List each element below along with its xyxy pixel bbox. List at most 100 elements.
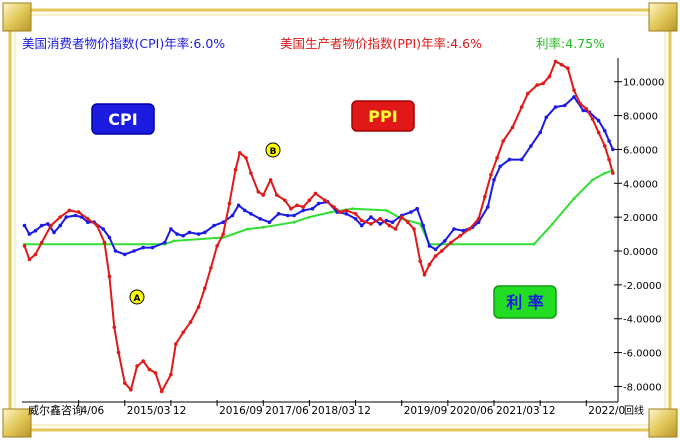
cpi-data-point bbox=[409, 210, 413, 214]
ppi-data-point bbox=[344, 208, 349, 213]
cpi-data-point bbox=[359, 223, 364, 228]
ppi-data-point bbox=[526, 91, 530, 96]
ppi-data-point bbox=[209, 266, 213, 270]
ppi-data-point bbox=[95, 223, 99, 228]
rate-series-line bbox=[24, 169, 614, 246]
x-tick-label: 2021/03 bbox=[496, 405, 540, 417]
cpi-data-point bbox=[230, 213, 235, 218]
cpi-data-point bbox=[163, 240, 167, 245]
frame-corner-icon bbox=[2, 408, 32, 438]
series-layer bbox=[22, 59, 615, 394]
cpi-badge: CPI bbox=[91, 103, 155, 135]
frame-corner-icon bbox=[648, 408, 678, 438]
cpi-data-point bbox=[433, 247, 438, 252]
cpi-data-point bbox=[581, 108, 585, 113]
cpi-data-point bbox=[507, 157, 512, 162]
cpi-data-point bbox=[492, 178, 496, 182]
ppi-data-point bbox=[58, 215, 62, 219]
ppi-data-point bbox=[439, 249, 444, 253]
ppi-data-point bbox=[86, 217, 90, 221]
ppi-data-point bbox=[33, 252, 38, 257]
cpi-data-point bbox=[58, 223, 62, 228]
ppi-data-point bbox=[590, 117, 595, 121]
cpi-data-point bbox=[236, 203, 241, 208]
rate-data-point bbox=[591, 178, 594, 182]
y-tick-label: -8.0000 bbox=[623, 382, 662, 393]
x-tick-label: 2018/03 bbox=[311, 405, 355, 417]
rate-data-point bbox=[351, 207, 354, 211]
ppi-data-point bbox=[483, 195, 487, 199]
ppi-data-point bbox=[159, 389, 164, 394]
ppi-data-point bbox=[221, 232, 225, 236]
cpi-data-point bbox=[461, 228, 466, 233]
ppi-badge: PPI bbox=[351, 100, 415, 132]
ppi-data-point bbox=[188, 320, 193, 324]
ppi-data-point bbox=[27, 257, 32, 262]
y-tick-label: 4.0000 bbox=[623, 179, 658, 190]
cpi-data-point bbox=[544, 115, 549, 120]
x-tick-label: 12 bbox=[358, 405, 371, 417]
ppi-data-point bbox=[301, 205, 306, 209]
ppi-data-point bbox=[422, 272, 427, 277]
cpi-data-point bbox=[415, 206, 419, 211]
ppi-data-point bbox=[295, 203, 299, 208]
ppi-data-point bbox=[418, 259, 423, 264]
x-tick-label: 2016/09 bbox=[219, 405, 263, 417]
ppi-data-point bbox=[22, 244, 27, 248]
rate-data-point bbox=[246, 227, 250, 231]
cpi-data-point bbox=[258, 217, 263, 221]
ppi-data-point bbox=[227, 201, 232, 206]
rate-header-text: 利率:4.75% bbox=[536, 36, 605, 51]
cpi-data-point bbox=[141, 245, 145, 250]
ppi-data-point bbox=[412, 227, 416, 231]
ppi-data-point bbox=[553, 59, 558, 64]
ppi-data-point bbox=[135, 364, 139, 368]
cpi-header-text: 美国消费者物价指数(CPI)年率:6.0% bbox=[22, 36, 225, 51]
cpi-badge-label: CPI bbox=[108, 110, 137, 129]
ppi-data-point bbox=[233, 167, 238, 172]
cpi-data-point bbox=[421, 223, 426, 228]
cpi-data-point bbox=[390, 220, 395, 224]
ppi-data-point bbox=[566, 66, 570, 70]
cpi-data-point bbox=[243, 208, 247, 213]
ppi-data-point bbox=[67, 208, 72, 213]
cpi-data-point bbox=[39, 223, 44, 228]
ppi-data-point bbox=[49, 223, 53, 228]
cpi-data-point bbox=[611, 147, 615, 152]
cpi-data-point bbox=[212, 223, 216, 228]
ppi-data-point bbox=[181, 330, 185, 335]
ppi-data-point bbox=[323, 198, 327, 202]
cpi-data-point bbox=[181, 234, 185, 238]
ppi-data-point bbox=[572, 88, 576, 92]
cpi-data-point bbox=[538, 130, 542, 135]
x-tick-label: 2017/06 bbox=[265, 405, 309, 417]
cpi-data-point bbox=[452, 227, 456, 231]
ppi-data-point bbox=[495, 156, 499, 160]
rate-badge: 利 率 bbox=[493, 285, 557, 319]
ppi-data-point bbox=[39, 240, 44, 245]
rate-data-point bbox=[329, 210, 333, 214]
y-tick-label: -4.0000 bbox=[623, 315, 662, 326]
cpi-data-point bbox=[33, 228, 38, 233]
ppi-data-point bbox=[338, 210, 343, 214]
ppi-data-point bbox=[510, 125, 515, 130]
cpi-data-point bbox=[107, 235, 112, 240]
ppi-badge-label: PPI bbox=[368, 107, 397, 126]
rate-data-point bbox=[172, 239, 176, 243]
ppi-data-point bbox=[141, 359, 145, 363]
marker-b-label: B bbox=[270, 147, 277, 157]
y-tick-label: -6.0000 bbox=[623, 349, 662, 360]
cpi-data-point bbox=[86, 220, 90, 224]
ppi-data-point bbox=[238, 151, 242, 155]
ppi-data-point bbox=[467, 227, 472, 231]
ppi-data-point bbox=[596, 130, 601, 135]
frame-corner-icon bbox=[648, 2, 678, 32]
ppi-data-point bbox=[406, 220, 410, 224]
ppi-data-point bbox=[378, 217, 383, 221]
ppi-data-point bbox=[578, 101, 582, 106]
rate-data-point bbox=[384, 209, 388, 212]
marker-a-label: A bbox=[134, 294, 141, 304]
ppi-data-point bbox=[116, 350, 121, 355]
